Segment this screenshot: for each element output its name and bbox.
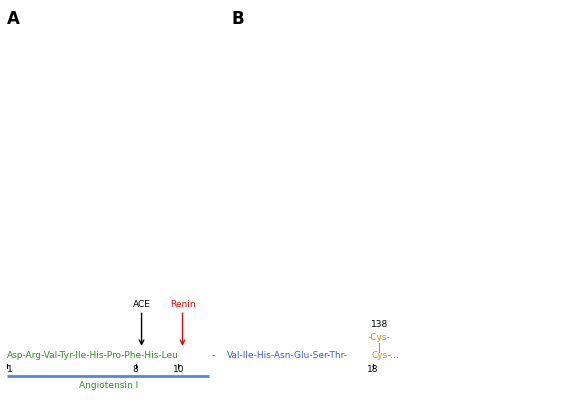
Text: B: B xyxy=(231,10,244,28)
Text: 8: 8 xyxy=(133,364,139,373)
Text: Cys: Cys xyxy=(371,350,388,359)
Text: Val-Ile-His-Asn-Glu-Ser-Thr-: Val-Ile-His-Asn-Glu-Ser-Thr- xyxy=(227,350,348,359)
Text: 1: 1 xyxy=(7,364,13,373)
Text: Asp-Arg-Val-Tyr-Ile-His-Pro-Phe-His-Leu: Asp-Arg-Val-Tyr-Ile-His-Pro-Phe-His-Leu xyxy=(7,350,179,359)
Text: ACE: ACE xyxy=(133,299,150,308)
Text: 10: 10 xyxy=(173,364,184,373)
Text: Angiotensin I: Angiotensin I xyxy=(78,380,138,389)
Text: Renin: Renin xyxy=(170,299,195,308)
Text: A: A xyxy=(7,10,20,28)
Text: 18: 18 xyxy=(367,364,378,373)
Text: -...: -... xyxy=(388,350,400,359)
Text: 138: 138 xyxy=(370,320,388,329)
Text: -Cys-: -Cys- xyxy=(368,332,390,341)
Text: -: - xyxy=(209,350,218,359)
